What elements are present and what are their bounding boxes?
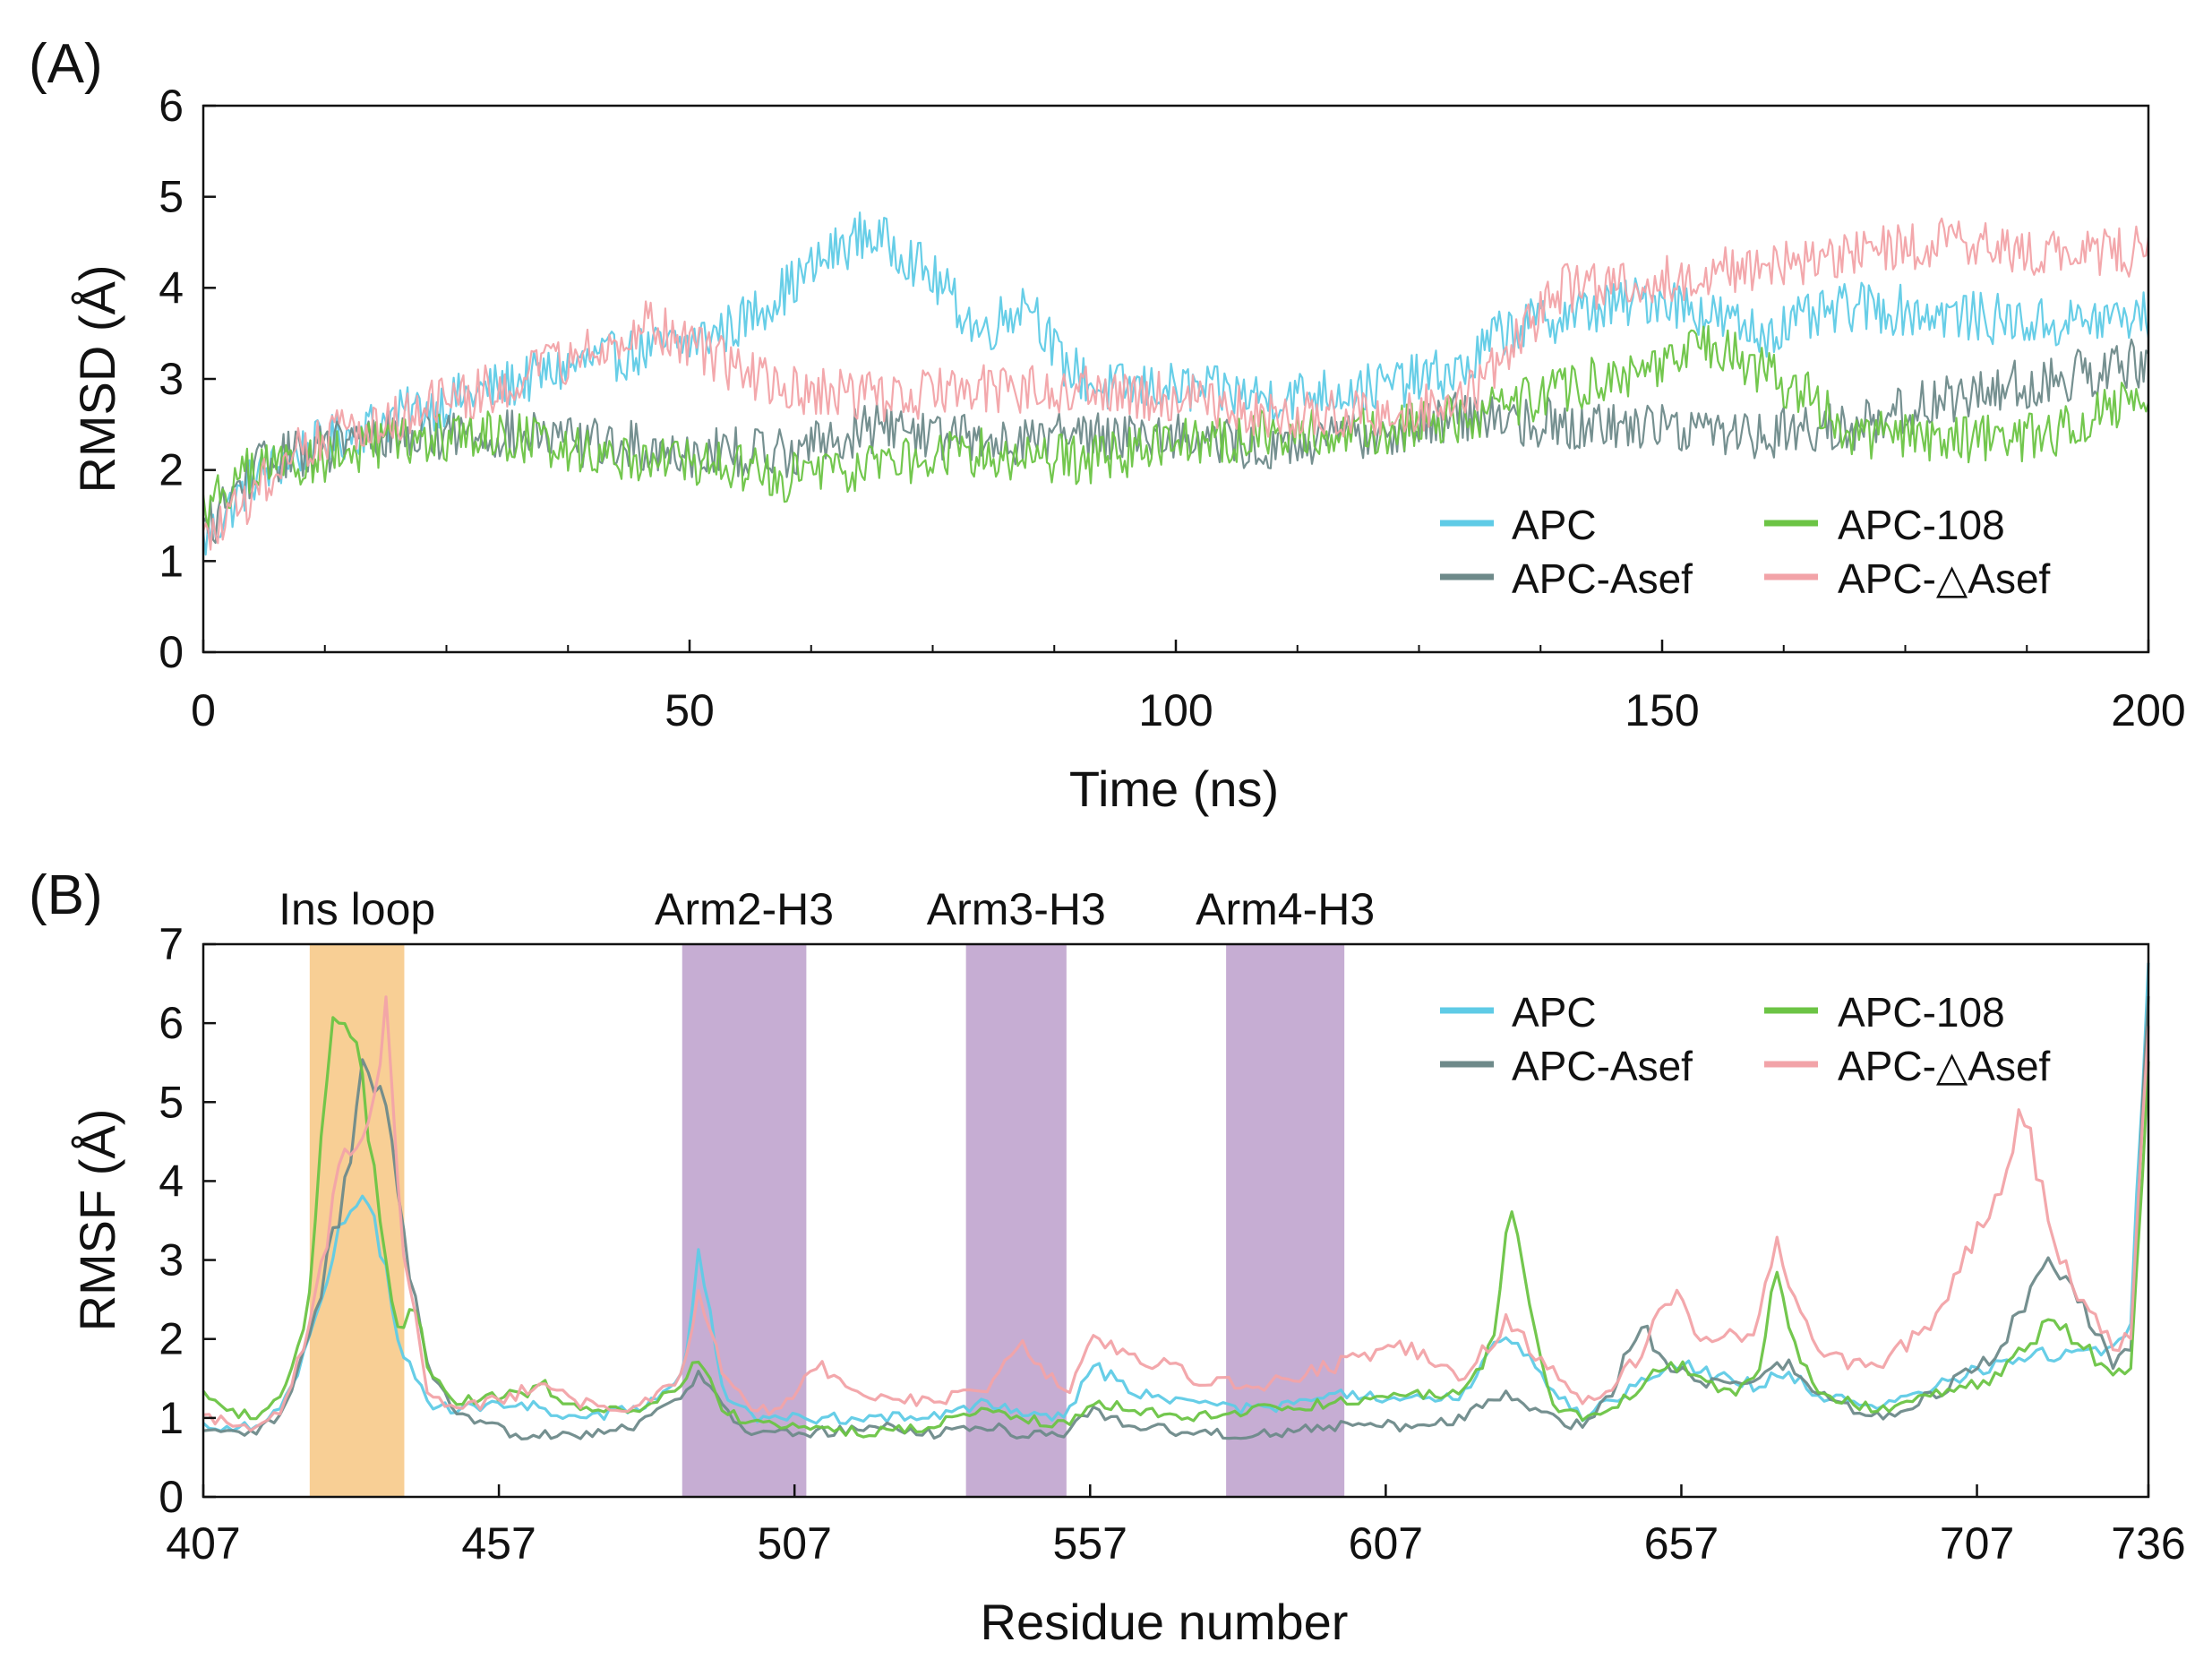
- panel-a-legend-apc: APC: [1512, 502, 1597, 548]
- panel-b-y-ticks: 0 1 2 3 4 5 6 7: [159, 919, 216, 1522]
- panel-a-x-tick-label: 50: [664, 685, 715, 735]
- panel-a-x-tick-label: 0: [191, 685, 216, 735]
- panel-b-legend-apc-delta-asef: APC-△Asef: [1838, 1043, 2051, 1089]
- panel-b-x-tick-label: 457: [461, 1518, 536, 1569]
- panel-b-x-tick-label: 736: [2111, 1518, 2185, 1569]
- panel-a-series-lines: [201, 211, 2150, 556]
- panel-b-region-label-arm2-h3: Arm2-H3: [655, 884, 834, 934]
- panel-a-x-tick-label: 100: [1138, 685, 1213, 735]
- panel-a-series-line-apc-delta-asef: [201, 217, 2150, 551]
- panel-a-legend-apc-delta-asef: APC-△Asef: [1838, 555, 2051, 602]
- panel-a-y-tick-label: 6: [159, 81, 184, 131]
- panel-b-region-label-arm3-h3: Arm3-H3: [927, 884, 1106, 934]
- panel-b-region-band-arm2-h3: [682, 944, 807, 1497]
- panel-b-region-band-ins-loop: [309, 944, 405, 1497]
- panel-a-x-tick-label: 150: [1625, 685, 1699, 735]
- panel-b-y-tick-label: 4: [159, 1156, 184, 1206]
- panel-b-y-tick-label: 0: [159, 1472, 184, 1522]
- panel-b-legend-apc-asef: APC-Asef: [1512, 1043, 1693, 1089]
- panel-b-legend-apc: APC: [1512, 989, 1597, 1036]
- panel-a-y-tick-label: 2: [159, 445, 184, 495]
- panel-b-y-tick-label: 7: [159, 919, 184, 969]
- panel-a-x-ticks: 0 50 100 150 200: [191, 640, 2186, 735]
- panel-a-label: (A): [29, 33, 103, 95]
- panel-a-legend-apc-asef: APC-Asef: [1512, 555, 1693, 602]
- panel-a-series-line-apc-108: [201, 324, 2150, 529]
- panel-b-region-label-ins-loop: Ins loop: [279, 884, 435, 934]
- panel-a-legend-apc-108: APC-108: [1838, 502, 2005, 548]
- panel-b-region-band-arm3-h3: [965, 944, 1067, 1497]
- panel-b-y-tick-label: 3: [159, 1235, 184, 1285]
- panel-b-x-ticks: 407 457 507 557 607 657 707 736: [166, 1484, 2186, 1569]
- panel-a-y-tick-label: 4: [159, 262, 184, 313]
- panel-b-x-tick-label: 707: [1940, 1518, 2014, 1569]
- panel-b-legend-apc-108: APC-108: [1838, 989, 2005, 1036]
- panel-b-plot-frame: [201, 942, 2150, 1499]
- panel-a-rmsd-chart: (A) 0 1 2 3 4 5 6 0 50 100 150 200 Time (ns) RMSD …: [29, 33, 2186, 817]
- panel-b-series-line-apc: [201, 962, 2150, 1433]
- panel-a-y-tick-label: 1: [159, 536, 184, 586]
- panel-b-rmsf-chart: (B) Ins loop Arm2-H3 Arm3-H3 Arm4-H3 012345…: [29, 864, 2186, 1650]
- panel-b-x-tick-label: 407: [166, 1518, 240, 1569]
- panel-b-x-axis-label: Residue number: [981, 1594, 1349, 1650]
- panel-b-y-tick-label: 2: [159, 1314, 184, 1364]
- panel-b-x-tick-label: 507: [757, 1518, 831, 1569]
- panel-a-series-line-apc: [201, 211, 2150, 556]
- panel-b-label: (B): [29, 864, 103, 926]
- panel-a-y-tick-label: 0: [159, 627, 184, 677]
- panel-b-x-tick-label: 657: [1644, 1518, 1719, 1569]
- panel-b-y-tick-label: 6: [159, 998, 184, 1048]
- panel-b-legend: APC APC-Asef APC-108 APC-△Asef: [1440, 989, 2051, 1089]
- panel-a-y-tick-label: 3: [159, 354, 184, 404]
- panel-b-y-tick-label: 1: [159, 1393, 184, 1443]
- panel-b-x-tick-label: 607: [1349, 1518, 1423, 1569]
- panel-a-x-axis-label: Time (ns): [1069, 761, 1279, 817]
- panel-b-region-label-arm4-h3: Arm4-H3: [1196, 884, 1375, 934]
- panel-b-y-axis-label: RMSF (Å): [69, 1109, 125, 1332]
- panel-a-y-axis-label: RMSD (Å): [69, 264, 125, 493]
- panel-b-series-line-apc-delta-asef: [202, 995, 2150, 1432]
- panel-a-legend: APC APC-Asef APC-108 APC-△Asef: [1440, 502, 2051, 602]
- panel-b-series-line-apc-108: [201, 1016, 2150, 1439]
- panel-a-y-ticks: 0 1 2 3 4 5 6: [159, 81, 216, 677]
- panel-b-y-tick-label: 5: [159, 1077, 184, 1127]
- panel-b-series-lines: [201, 962, 2150, 1441]
- panel-b-x-tick-label: 557: [1053, 1518, 1127, 1569]
- panel-a-y-tick-label: 5: [159, 172, 184, 222]
- panel-a-x-tick-label: 200: [2111, 685, 2185, 735]
- panel-a-series-line-apc-asef: [202, 338, 2149, 545]
